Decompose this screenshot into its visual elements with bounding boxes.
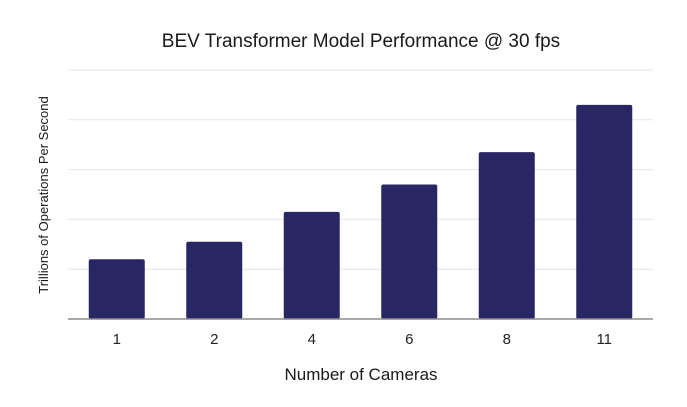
x-tick-label-8: 8 [503, 331, 511, 348]
x-tick-label-6: 6 [405, 331, 413, 348]
x-tick-label-11: 11 [596, 331, 612, 348]
chart-title: BEV Transformer Model Performance @ 30 f… [162, 31, 560, 52]
x-tick-label-4: 4 [308, 331, 316, 348]
y-axis-title: Trillions of Operations Per Second [36, 96, 51, 294]
gridlines [68, 69, 653, 270]
x-tick-labels: 1 2 4 6 8 11 [113, 331, 612, 348]
x-tick-label-2: 2 [210, 331, 218, 348]
bar-6 [381, 184, 438, 319]
bar-11 [576, 104, 633, 319]
bar-4 [283, 211, 340, 319]
bar-1 [88, 259, 145, 319]
bar-2 [186, 241, 243, 319]
bars [88, 104, 633, 319]
x-axis-title: Number of Cameras [284, 365, 437, 384]
bar-8 [478, 152, 535, 319]
x-tick-label-1: 1 [113, 331, 121, 348]
